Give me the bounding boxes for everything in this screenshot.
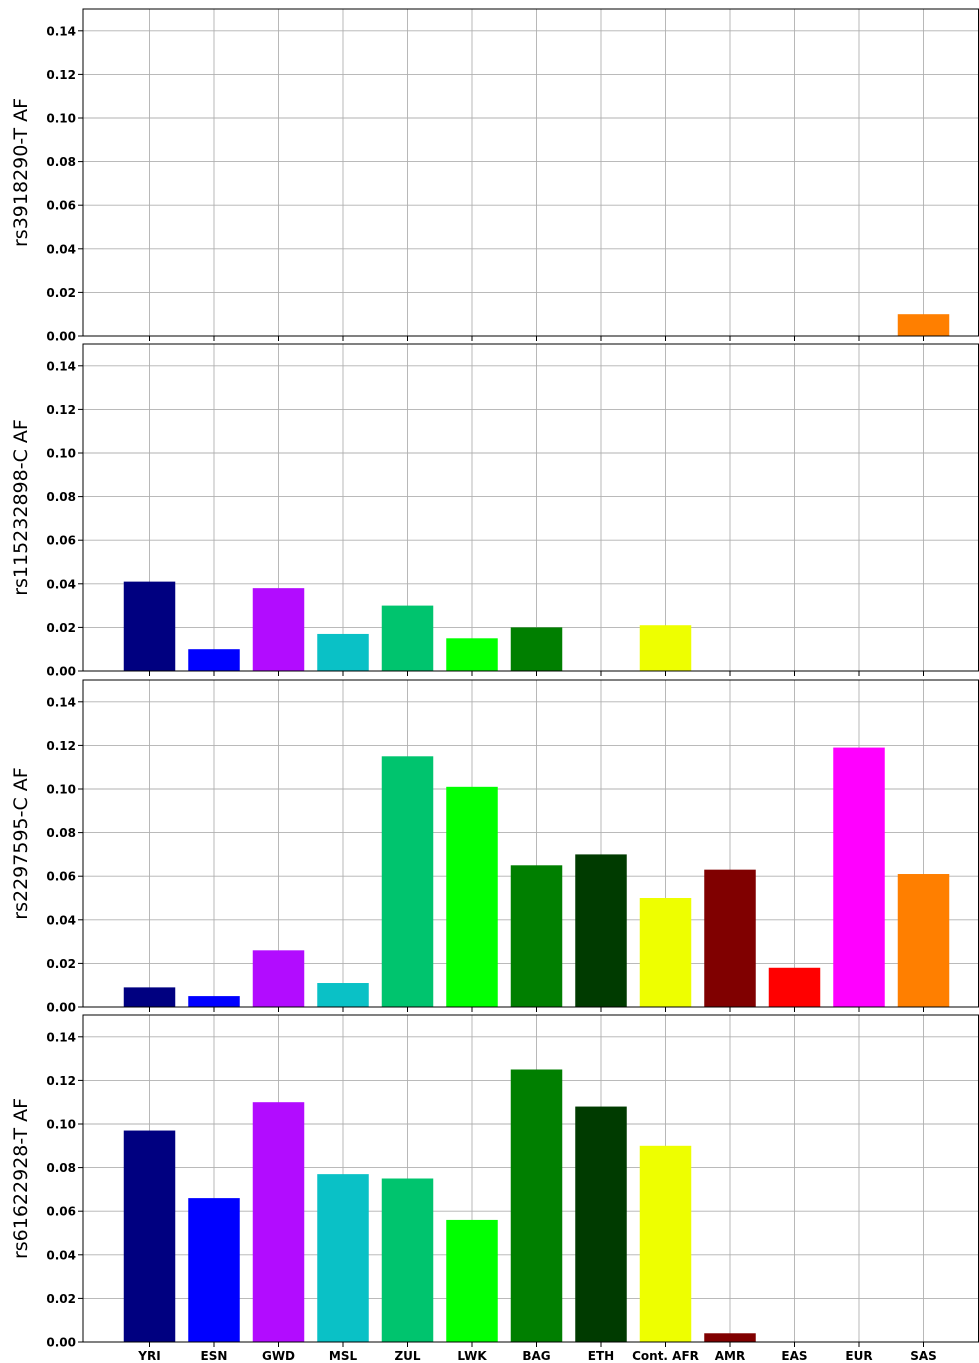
panel-3-y-tick-label: 0.10 bbox=[46, 783, 76, 797]
panel-4-y-tick-label: 0.04 bbox=[46, 1248, 76, 1262]
x-tick-label-bag: BAG bbox=[522, 1349, 550, 1363]
panel-2-bar-esn bbox=[188, 649, 240, 671]
panel-3-y-tick-label: 0.06 bbox=[46, 870, 76, 884]
panel-3-bar-yri bbox=[123, 987, 176, 1007]
x-tick-label-gwd: GWD bbox=[262, 1349, 295, 1363]
panel-2-background bbox=[83, 344, 979, 671]
panel-1-background bbox=[83, 9, 979, 336]
panel-1-y-tick-label: 0.04 bbox=[46, 242, 76, 256]
panel-3-y-axis-label: rs2297595-C AF bbox=[10, 767, 32, 919]
panel-1-y-tick-label: 0.12 bbox=[46, 68, 76, 82]
panel-2-y-tick-label: 0.12 bbox=[46, 403, 76, 417]
panel-3-bar-zul bbox=[381, 756, 434, 1007]
panel-3-bar-esn bbox=[188, 996, 240, 1007]
panel-2-y-tick-label: 0.00 bbox=[46, 665, 76, 679]
x-tick-label-eas: EAS bbox=[781, 1349, 807, 1363]
panel-2-bar-yri bbox=[123, 581, 176, 671]
panel-1-y-tick-label: 0.06 bbox=[46, 199, 76, 213]
x-tick-label-msl: MSL bbox=[329, 1349, 358, 1363]
panel-3-bar-sas bbox=[897, 874, 950, 1007]
panel-1-y-tick-label: 0.08 bbox=[46, 155, 76, 169]
x-tick-label-amr: AMR bbox=[715, 1349, 745, 1363]
panel-4-y-tick-label: 0.06 bbox=[46, 1205, 76, 1219]
panel-2-bar-zul bbox=[381, 605, 434, 671]
panel-4-bar-bag bbox=[510, 1069, 563, 1342]
panel-4-bar-eth bbox=[575, 1106, 627, 1342]
panel-4-y-tick-label: 0.02 bbox=[46, 1292, 76, 1306]
panel-4-bar-cont-afr bbox=[639, 1145, 692, 1342]
panel-3-y-tick-label: 0.12 bbox=[46, 739, 76, 753]
panel-3-bar-gwd bbox=[252, 950, 305, 1007]
panel-1-y-tick-label: 0.02 bbox=[46, 286, 76, 300]
panel-4-bar-gwd bbox=[252, 1102, 305, 1342]
panel-2-bar-cont-afr bbox=[639, 625, 692, 671]
panel-2-y-tick-label: 0.04 bbox=[46, 577, 76, 591]
panel-2-y-tick-label: 0.10 bbox=[46, 447, 76, 461]
panel-1-y-axis-label: rs3918290-T AF bbox=[10, 98, 32, 247]
panel-2-bar-bag bbox=[510, 627, 563, 671]
x-tick-label-cont-afr: Cont. AFR bbox=[632, 1349, 699, 1363]
panel-4-bar-zul bbox=[381, 1178, 434, 1342]
panel-1-y-tick-label: 0.00 bbox=[46, 330, 76, 344]
x-tick-label-esn: ESN bbox=[201, 1349, 228, 1363]
panel-4-y-tick-label: 0.10 bbox=[46, 1118, 76, 1132]
panel-1-bar-sas bbox=[897, 314, 950, 336]
x-tick-label-lwk: LWK bbox=[457, 1349, 487, 1363]
panel-2-y-tick-label: 0.08 bbox=[46, 490, 76, 504]
x-tick-label-zul: ZUL bbox=[394, 1349, 420, 1363]
panel-4-y-tick-label: 0.08 bbox=[46, 1161, 76, 1175]
panel-2-bar-gwd bbox=[252, 588, 305, 671]
panel-4-y-tick-label: 0.12 bbox=[46, 1074, 76, 1088]
panel-4-y-tick-label: 0.00 bbox=[46, 1336, 76, 1350]
panel-2-y-tick-label: 0.14 bbox=[46, 359, 76, 373]
panel-3-bar-bag bbox=[510, 865, 563, 1007]
panel-3-bar-eur bbox=[833, 747, 885, 1007]
x-tick-label-yri: YRI bbox=[137, 1349, 160, 1363]
panel-4-bar-yri bbox=[123, 1130, 176, 1342]
panel-3-bar-amr bbox=[704, 869, 756, 1007]
x-tick-label-eur: EUR bbox=[845, 1349, 872, 1363]
panel-3-y-tick-label: 0.08 bbox=[46, 826, 76, 840]
panel-3-bar-eth bbox=[575, 854, 627, 1007]
panel-2-bar-msl bbox=[317, 633, 369, 671]
panel-4-y-tick-label: 0.14 bbox=[46, 1030, 76, 1044]
panel-4-bar-msl bbox=[317, 1174, 369, 1342]
panel-4-bar-esn bbox=[188, 1198, 240, 1342]
panel-4-bar-amr bbox=[704, 1333, 756, 1342]
panel-4-bar-lwk bbox=[446, 1219, 498, 1342]
panel-1-y-tick-label: 0.10 bbox=[46, 112, 76, 126]
panel-3-y-tick-label: 0.04 bbox=[46, 913, 76, 927]
panel-2-bar-lwk bbox=[446, 638, 498, 671]
x-tick-label-sas: SAS bbox=[910, 1349, 937, 1363]
panel-2-y-tick-label: 0.02 bbox=[46, 621, 76, 635]
panel-2-y-tick-label: 0.06 bbox=[46, 534, 76, 548]
panel-1-y-tick-label: 0.14 bbox=[46, 24, 76, 38]
panel-4-y-axis-label: rs61622928-T AF bbox=[10, 1098, 32, 1259]
panel-3-bar-cont-afr bbox=[639, 898, 692, 1007]
panel-3-y-tick-label: 0.02 bbox=[46, 957, 76, 971]
panel-3-bar-eas bbox=[768, 967, 821, 1007]
panel-3-bar-lwk bbox=[446, 786, 498, 1007]
panel-3-bar-msl bbox=[317, 983, 369, 1007]
panel-3-y-tick-label: 0.14 bbox=[46, 695, 76, 709]
panel-3-y-tick-label: 0.00 bbox=[46, 1001, 76, 1015]
x-tick-label-eth: ETH bbox=[588, 1349, 614, 1363]
panel-2-y-axis-label: rs115232898-C AF bbox=[10, 419, 32, 596]
